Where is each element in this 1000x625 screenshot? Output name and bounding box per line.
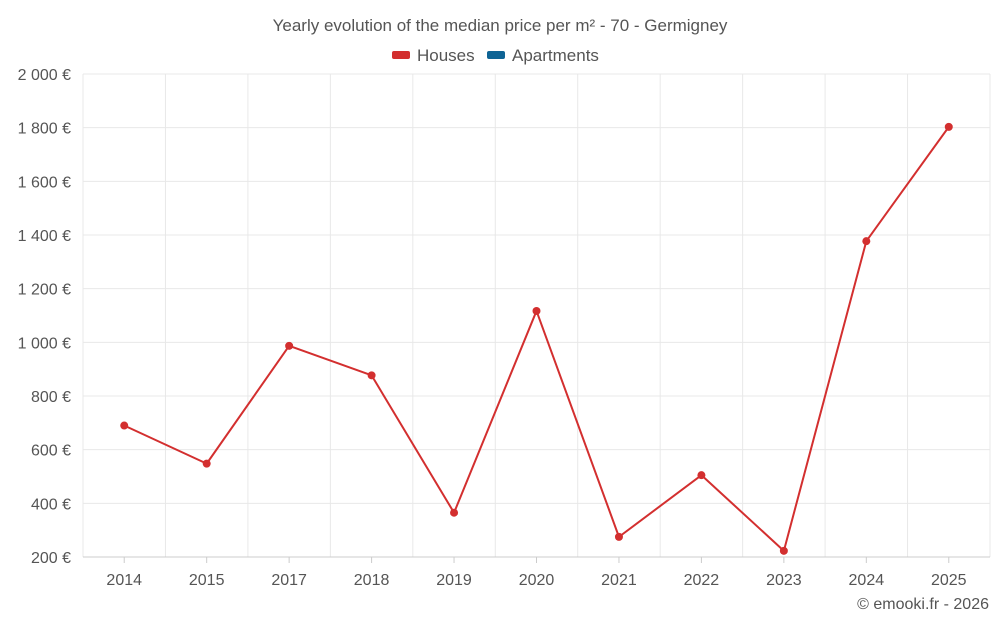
data-point-houses-2019[interactable] (450, 508, 459, 517)
data-point-houses-2025[interactable] (944, 122, 953, 131)
legend-label-houses: Houses (417, 46, 475, 65)
legend-swatch-apartments (487, 51, 505, 59)
data-point-houses-2024[interactable] (862, 237, 871, 246)
y-tick-label: 1 600 € (18, 174, 71, 191)
data-point-houses-2014[interactable] (120, 421, 129, 430)
series-houses (120, 122, 953, 555)
y-tick-label: 1 200 € (18, 282, 71, 299)
data-point-houses-2022[interactable] (697, 471, 706, 480)
chart-title: Yearly evolution of the median price per… (273, 16, 728, 35)
x-tick-label: 2015 (189, 572, 225, 589)
data-point-houses-2020[interactable] (532, 306, 541, 315)
data-point-houses-2023[interactable] (779, 546, 788, 555)
x-tick-label: 2023 (766, 572, 802, 589)
x-tick-label: 2019 (436, 572, 472, 589)
legend-item-apartments[interactable]: Apartments (487, 46, 599, 65)
data-point-houses-2017[interactable] (285, 341, 294, 350)
data-point-houses-2015[interactable] (202, 459, 211, 468)
chart-legend: Houses Apartments (392, 46, 599, 65)
y-tick-label: 800 € (31, 389, 71, 406)
x-axis: 2014 2015 2017 2018 2019 2020 2021 2022 2023 2024… (83, 556, 990, 589)
y-tick-label: 1 400 € (18, 228, 71, 245)
legend-swatch-houses (392, 51, 410, 59)
y-axis: 200 € 400 € 600 € 800 € 1 000 € 1 200 € 1 400 … (18, 67, 71, 567)
copyright-text: © emooki.fr - 2026 (857, 596, 989, 613)
y-tick-label: 400 € (31, 496, 71, 513)
x-tick-label: 2018 (354, 572, 390, 589)
x-tick-label: 2024 (849, 572, 885, 589)
legend-label-apartments: Apartments (512, 46, 599, 65)
x-tick-label: 2021 (601, 572, 637, 589)
y-tick-label: 1 800 € (18, 121, 71, 138)
y-tick-label: 200 € (31, 550, 71, 567)
x-tick-label: 2014 (106, 572, 142, 589)
x-tick-label: 2025 (931, 572, 967, 589)
x-tick-label: 2017 (271, 572, 307, 589)
y-tick-label: 2 000 € (18, 67, 71, 84)
gridlines (82, 73, 991, 557)
y-tick-label: 600 € (31, 443, 71, 460)
legend-item-houses[interactable]: Houses (392, 46, 475, 65)
x-tick-label: 2020 (519, 572, 555, 589)
data-point-houses-2021[interactable] (614, 532, 623, 541)
y-tick-label: 1 000 € (18, 335, 71, 352)
x-tick-label: 2022 (684, 572, 720, 589)
data-point-houses-2018[interactable] (367, 371, 376, 380)
